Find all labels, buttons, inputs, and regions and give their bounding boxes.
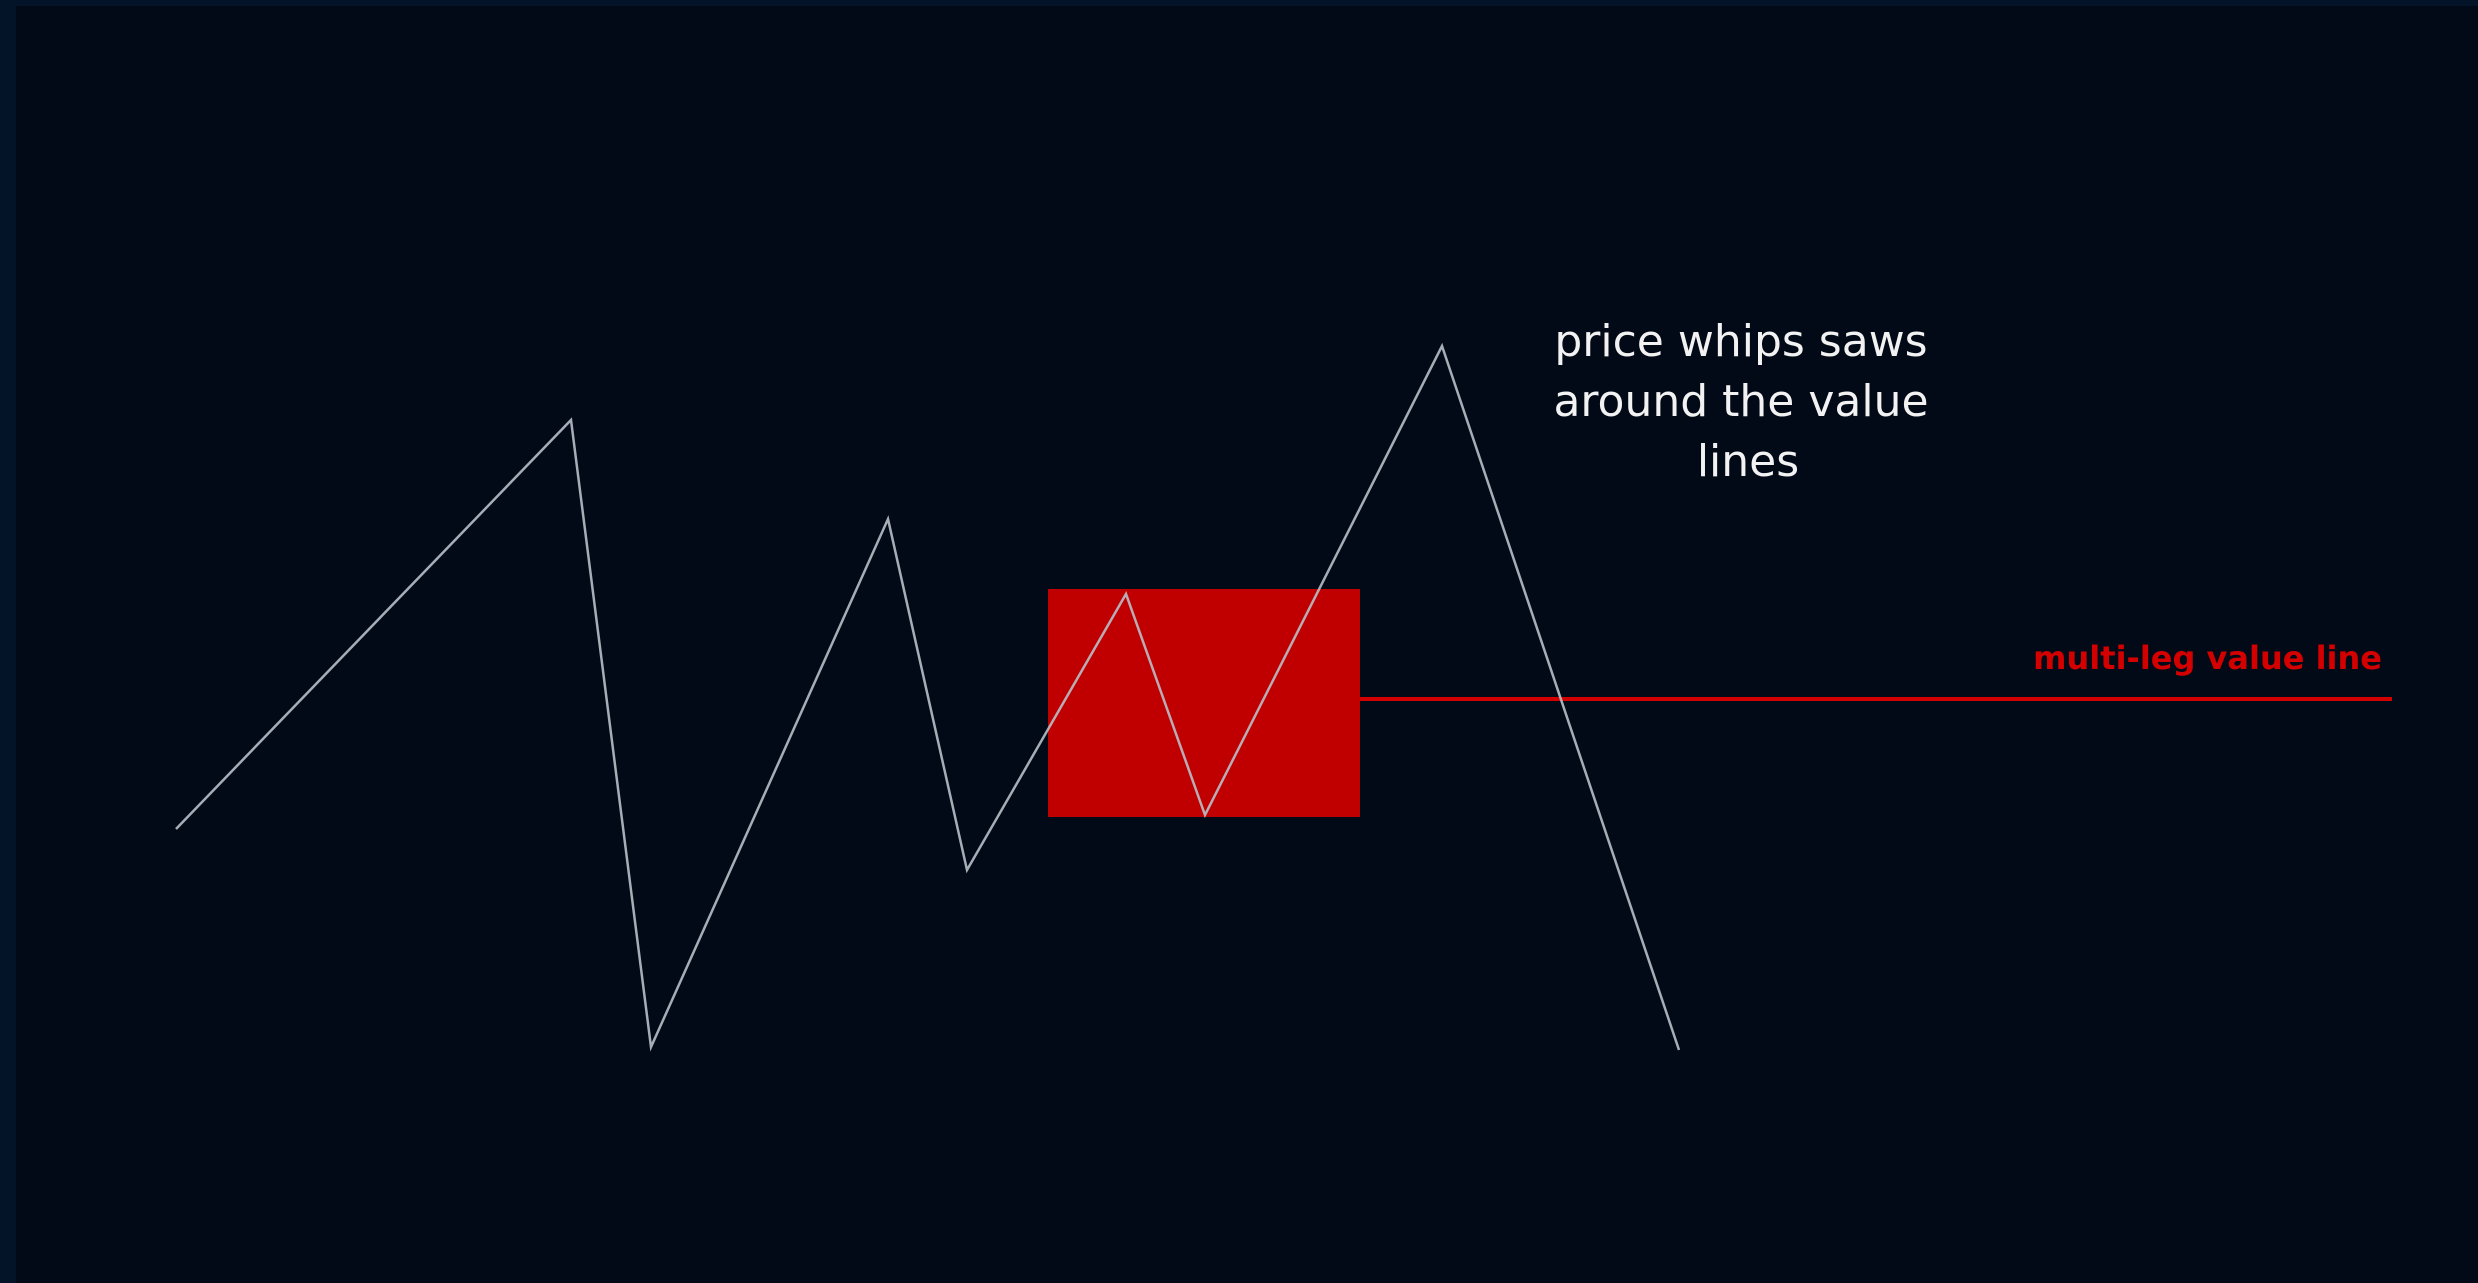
top-edge-strip: [0, 0, 2478, 6]
price-path: [175, 342, 1681, 1052]
value-zone-box: [1048, 589, 1360, 817]
annotation-text: price whips saws around the value lines: [1553, 316, 1942, 487]
annotation-line-1: price whips saws: [1554, 316, 1927, 367]
left-edge-strip: [0, 0, 16, 1283]
value-line-label: multi-leg value line: [2033, 639, 2382, 677]
annotation-line-2: around the value: [1553, 376, 1928, 427]
annotation-line-3: lines: [1697, 436, 1799, 487]
